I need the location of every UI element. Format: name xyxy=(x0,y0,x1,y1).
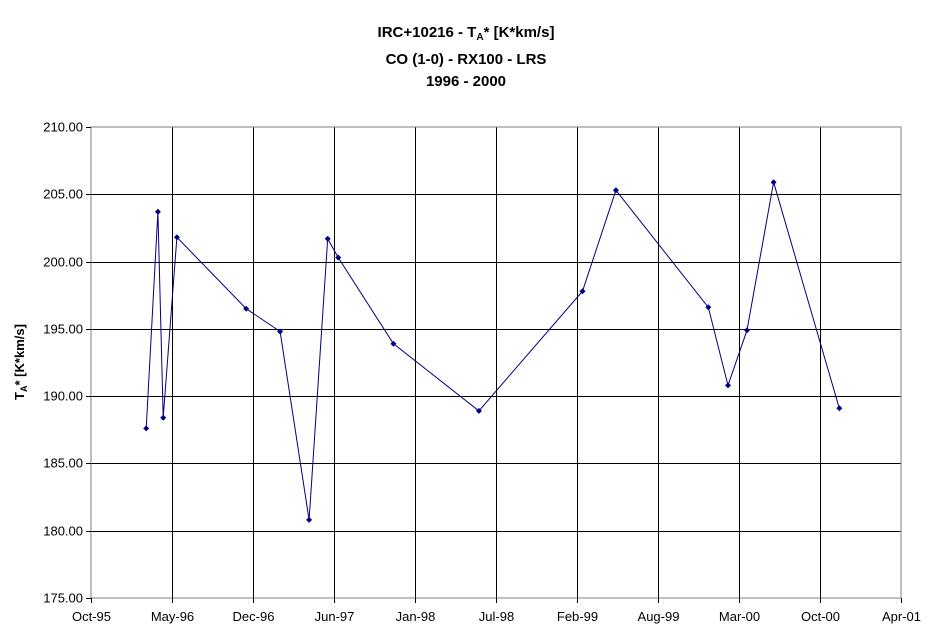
x-tick-label: Jan-98 xyxy=(396,609,436,624)
y-axis: 175.00 180.00 185.00 190.00 195.00 200.00 205.… xyxy=(43,120,91,606)
data-point-marker xyxy=(243,305,250,312)
chart-title: IRC+10216 - TA* [K*km/s] CO (1-0) - RX10… xyxy=(0,22,932,93)
x-tick-label: Mar-00 xyxy=(719,609,760,624)
x-tick-label: Apr-01 xyxy=(882,609,921,624)
x-tick-label: May-96 xyxy=(151,609,194,624)
chart-title-line2: CO (1-0) - RX100 - LRS xyxy=(385,51,547,68)
series-line xyxy=(145,182,840,520)
data-point-marker xyxy=(612,187,619,194)
data-point-marker xyxy=(335,254,342,261)
chart-title-line1: IRC+10216 - TA* [K*km/s] xyxy=(0,22,932,49)
y-tick-label: 195.00 xyxy=(43,322,83,337)
x-tick-label: Oct-00 xyxy=(801,609,840,624)
y-tick-label: 190.00 xyxy=(43,389,83,404)
title-subscript: A xyxy=(476,32,484,43)
data-point-marker xyxy=(705,304,712,311)
x-tick-label: Oct-95 xyxy=(72,609,111,624)
data-point-marker xyxy=(475,407,482,414)
data-point-marker xyxy=(390,340,397,347)
y-tick-label: 200.00 xyxy=(43,255,83,270)
y-tick-label: 175.00 xyxy=(43,591,83,606)
title-suffix: * [K*km/s] xyxy=(483,24,555,41)
y-tick-label: 205.00 xyxy=(43,187,83,202)
data-point-marker xyxy=(579,288,586,295)
data-point-marker xyxy=(836,405,843,412)
data-point-marker xyxy=(143,425,150,432)
x-axis: Oct-95 May-96 Dec-96 Jun-97 Jan-98 Jul-98 Feb-… xyxy=(72,598,921,624)
data-point-marker xyxy=(154,208,161,215)
ylabel-subscript: A xyxy=(19,385,29,392)
x-tick-label: Aug-99 xyxy=(638,609,680,624)
y-axis-label: TA* [K*km/s] xyxy=(12,324,29,400)
data-point-marker xyxy=(725,382,731,389)
data-point-marker xyxy=(306,516,313,523)
x-tick-label: Jul-98 xyxy=(479,609,514,624)
data-point-marker xyxy=(744,327,750,334)
x-tick-label: Feb-99 xyxy=(557,609,598,624)
x-tick-label: Dec-96 xyxy=(233,609,275,624)
y-tick-label: 185.00 xyxy=(43,456,83,471)
y-tick-label: 210.00 xyxy=(43,120,83,135)
data-point-marker xyxy=(277,328,284,335)
ylabel-prefix: T xyxy=(12,392,27,400)
title-prefix: IRC+10216 - T xyxy=(377,24,477,41)
data-point-marker xyxy=(770,179,777,186)
x-tick-label: Jun-97 xyxy=(315,609,355,624)
data-point-marker xyxy=(324,235,331,242)
data-point-marker xyxy=(160,414,167,421)
series-group xyxy=(143,179,843,523)
gridlines xyxy=(91,127,901,598)
data-point-marker xyxy=(173,234,180,241)
chart-title-line3: 1996 - 2000 xyxy=(425,73,507,90)
ylabel-suffix: * [K*km/s] xyxy=(12,324,27,385)
y-tick-label: 180.00 xyxy=(43,524,83,539)
